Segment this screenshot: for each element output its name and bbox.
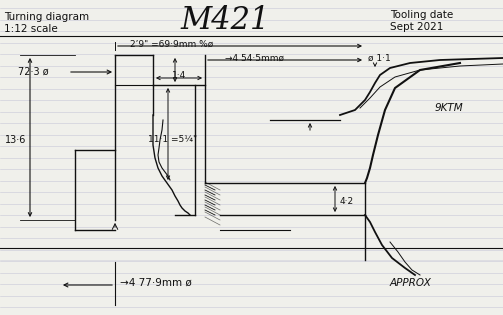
Text: Turning diagram: Turning diagram <box>4 12 89 22</box>
Text: 2’9" =69·9mm %ø: 2’9" =69·9mm %ø <box>130 39 213 49</box>
Text: ø 1·1: ø 1·1 <box>368 54 391 62</box>
Text: 4·2: 4·2 <box>340 198 354 207</box>
Text: 1·4: 1·4 <box>172 72 186 81</box>
Text: 13·6: 13·6 <box>5 135 26 145</box>
Text: 9KTM: 9KTM <box>435 103 464 113</box>
Text: 1:12 scale: 1:12 scale <box>4 24 58 34</box>
Text: 72·3 ø: 72·3 ø <box>18 67 49 77</box>
Text: →4 77·9mm ø: →4 77·9mm ø <box>120 278 192 288</box>
Text: 11·1 =5¼": 11·1 =5¼" <box>148 135 197 145</box>
Text: M421: M421 <box>180 5 270 36</box>
Text: APPROX: APPROX <box>390 278 432 288</box>
Text: Sept 2021: Sept 2021 <box>390 22 443 32</box>
Text: →4 54·5mmø: →4 54·5mmø <box>225 54 284 62</box>
Text: Tooling date: Tooling date <box>390 10 453 20</box>
